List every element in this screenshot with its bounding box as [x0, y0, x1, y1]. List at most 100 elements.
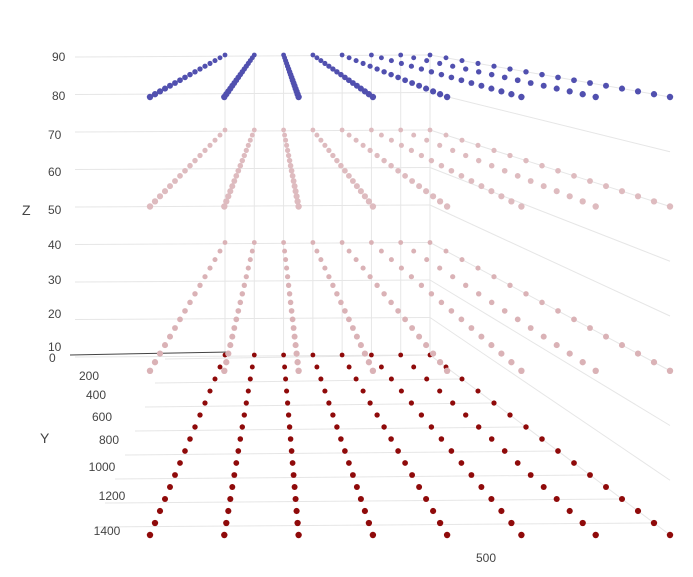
data-point[interactable]	[395, 74, 401, 81]
data-point[interactable]	[438, 299, 445, 306]
data-point[interactable]	[411, 364, 417, 370]
data-point[interactable]	[221, 93, 228, 101]
data-point[interactable]	[202, 400, 208, 406]
data-point[interactable]	[408, 274, 415, 280]
data-point[interactable]	[156, 350, 164, 357]
data-point[interactable]	[402, 460, 408, 466]
data-point[interactable]	[318, 376, 324, 382]
data-point[interactable]	[427, 240, 433, 245]
data-point[interactable]	[192, 291, 198, 297]
data-point[interactable]	[458, 173, 465, 179]
data-point[interactable]	[430, 88, 437, 95]
data-point[interactable]	[207, 265, 213, 271]
data-point[interactable]	[423, 495, 430, 503]
data-point[interactable]	[488, 436, 495, 442]
data-point[interactable]	[293, 193, 300, 200]
data-point[interactable]	[374, 282, 380, 288]
data-point[interactable]	[478, 333, 485, 340]
data-point[interactable]	[603, 82, 609, 89]
data-point[interactable]	[285, 412, 292, 418]
data-point[interactable]	[443, 93, 451, 101]
data-point[interactable]	[491, 63, 497, 69]
data-point[interactable]	[443, 132, 449, 138]
data-point[interactable]	[177, 173, 183, 179]
data-point[interactable]	[357, 495, 364, 503]
data-point[interactable]	[318, 257, 324, 263]
data-point[interactable]	[247, 137, 253, 143]
data-point[interactable]	[409, 325, 416, 331]
data-point[interactable]	[587, 178, 593, 184]
data-point[interactable]	[161, 85, 169, 92]
data-point[interactable]	[146, 531, 154, 539]
data-point[interactable]	[288, 308, 295, 314]
data-point[interactable]	[353, 257, 359, 263]
data-point[interactable]	[322, 388, 328, 394]
data-point[interactable]	[284, 265, 290, 271]
data-point[interactable]	[409, 178, 416, 184]
data-point[interactable]	[395, 167, 401, 174]
data-point[interactable]	[507, 282, 513, 288]
data-point[interactable]	[339, 352, 345, 358]
data-point[interactable]	[192, 424, 198, 430]
data-point[interactable]	[314, 132, 320, 138]
data-point[interactable]	[187, 299, 193, 306]
data-point[interactable]	[634, 88, 642, 95]
data-point[interactable]	[514, 460, 521, 466]
data-point[interactable]	[488, 162, 495, 169]
data-point[interactable]	[666, 203, 674, 210]
data-point[interactable]	[282, 132, 288, 138]
data-point[interactable]	[318, 137, 324, 143]
data-point[interactable]	[281, 352, 286, 358]
data-point[interactable]	[294, 359, 301, 366]
data-point[interactable]	[475, 291, 482, 297]
data-point[interactable]	[488, 495, 495, 503]
data-point[interactable]	[251, 240, 257, 245]
data-point[interactable]	[408, 63, 415, 69]
data-point[interactable]	[223, 359, 230, 366]
data-point[interactable]	[438, 71, 445, 78]
data-point[interactable]	[540, 82, 547, 89]
data-point[interactable]	[167, 484, 173, 490]
data-point[interactable]	[450, 63, 456, 69]
data-point[interactable]	[326, 274, 332, 280]
data-point[interactable]	[146, 203, 154, 210]
data-point[interactable]	[172, 80, 178, 86]
data-point[interactable]	[579, 198, 586, 205]
data-point[interactable]	[571, 173, 577, 179]
data-point[interactable]	[459, 257, 465, 263]
data-point[interactable]	[346, 364, 352, 370]
data-point[interactable]	[475, 142, 481, 148]
data-point[interactable]	[161, 188, 169, 195]
data-point[interactable]	[603, 484, 609, 490]
data-point[interactable]	[408, 147, 415, 154]
data-point[interactable]	[310, 52, 316, 58]
data-point[interactable]	[428, 424, 435, 430]
data-point[interactable]	[369, 240, 374, 245]
data-point[interactable]	[360, 142, 366, 148]
data-point[interactable]	[314, 55, 320, 61]
data-point[interactable]	[227, 342, 234, 349]
data-point[interactable]	[239, 424, 246, 430]
data-point[interactable]	[339, 127, 345, 133]
data-point[interactable]	[231, 325, 238, 331]
data-point[interactable]	[395, 308, 401, 314]
data-point[interactable]	[527, 325, 534, 331]
data-point[interactable]	[286, 291, 293, 297]
data-point[interactable]	[475, 157, 482, 164]
data-point[interactable]	[187, 71, 193, 78]
data-point[interactable]	[374, 412, 380, 418]
data-point[interactable]	[587, 325, 593, 331]
data-point[interactable]	[463, 66, 469, 72]
data-point[interactable]	[326, 147, 332, 154]
data-point[interactable]	[507, 66, 513, 72]
data-point[interactable]	[288, 167, 295, 174]
data-point[interactable]	[436, 359, 444, 366]
data-point[interactable]	[167, 82, 173, 89]
data-point[interactable]	[514, 316, 521, 323]
data-point[interactable]	[411, 248, 417, 254]
data-point[interactable]	[540, 333, 547, 340]
data-point[interactable]	[284, 400, 291, 406]
data-point[interactable]	[237, 436, 244, 442]
data-point[interactable]	[458, 77, 465, 84]
data-point[interactable]	[618, 495, 626, 503]
